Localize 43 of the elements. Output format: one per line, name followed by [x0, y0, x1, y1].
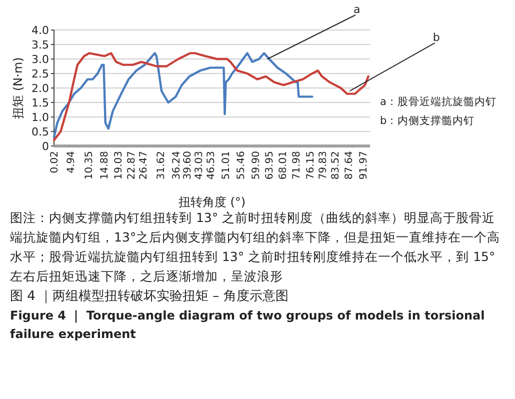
annotation: a: [353, 3, 360, 16]
x-tick-label: 59.90: [250, 151, 262, 180]
y-tick-label: 0.5: [32, 125, 49, 138]
x-tick-label: 4.94: [66, 151, 78, 174]
x-tick-label: 68.01: [278, 151, 290, 180]
x-tick-label: 79.83: [318, 151, 329, 180]
annotation: b: [432, 30, 440, 44]
line-series: [52, 52, 370, 142]
x-tick-label: 76.15: [305, 151, 316, 180]
y-tick-label: 2.5: [32, 67, 49, 80]
text: Figure 4 ｜ Torque-angle diagram of two groups of models in torsional failure experiment: [10, 308, 485, 341]
y-axis-title: 扭矩 (N·m): [11, 57, 25, 119]
y-tick-label: 4.0: [32, 24, 49, 37]
x-tick-label: 55.46: [236, 151, 247, 180]
y-tick-label: 3.5: [32, 38, 49, 52]
x-tick-label: 51.01: [220, 151, 232, 180]
x-tick-label: 91.97: [358, 151, 370, 180]
x-tick-label: 43.03: [194, 151, 206, 180]
x-tick-label: 63.95: [264, 151, 276, 180]
text: a：股骨近端抗旋髓内钉: [380, 95, 496, 108]
x-tick-label: 71.98: [291, 151, 302, 180]
x-tick-label: 83.52: [330, 151, 342, 180]
x-tick-label: 10.35: [84, 151, 96, 180]
x-tick-label: 26.47: [138, 151, 150, 180]
text: 图 4 ｜两组模型扭转破坏实验扭矩 – 角度示意图: [10, 288, 288, 304]
y-tick-label: 2.0: [32, 82, 49, 95]
x-tick-label: 39.60: [182, 151, 194, 180]
y-tick-label: 1.0: [32, 110, 49, 124]
x-tick-label: 36.24: [171, 151, 182, 180]
x-tick-label: 14.88: [99, 151, 110, 180]
y-tick-label: 0: [42, 140, 49, 153]
x-tick-label: 19.03: [113, 151, 124, 180]
x-tick-label: 31.62: [156, 151, 167, 180]
text: 图注：内侧支撑髓内钉组扭转到 13° 之前时扭转刚度（曲线的斜率）明显高于股骨近端抗旋髓内钉组，13°之后内侧支撑髓内钉组的斜率下降，但是扭矩一直维持在一个高水平；股骨近端抗旋髓内钉组扭转到 13° 之前时扭转刚度维持在一个低水平，到 15° 左右后扭矩迅速下降，之后逐渐增加，呈波浪形: [10, 210, 500, 284]
x-tick-label: 22.87: [126, 151, 138, 180]
x-tick-label: 0.02: [50, 151, 60, 174]
y-tick-label: 1.5: [32, 96, 49, 110]
line-series: [52, 52, 314, 138]
x-tick-label: 87.64: [344, 151, 356, 180]
x-tick-label: 46.53: [206, 151, 217, 180]
x-axis-title: 扭转角度 (°): [178, 195, 246, 209]
text: b：内侧支撑髓内钉: [380, 114, 475, 127]
y-tick-label: 3.0: [32, 52, 49, 66]
